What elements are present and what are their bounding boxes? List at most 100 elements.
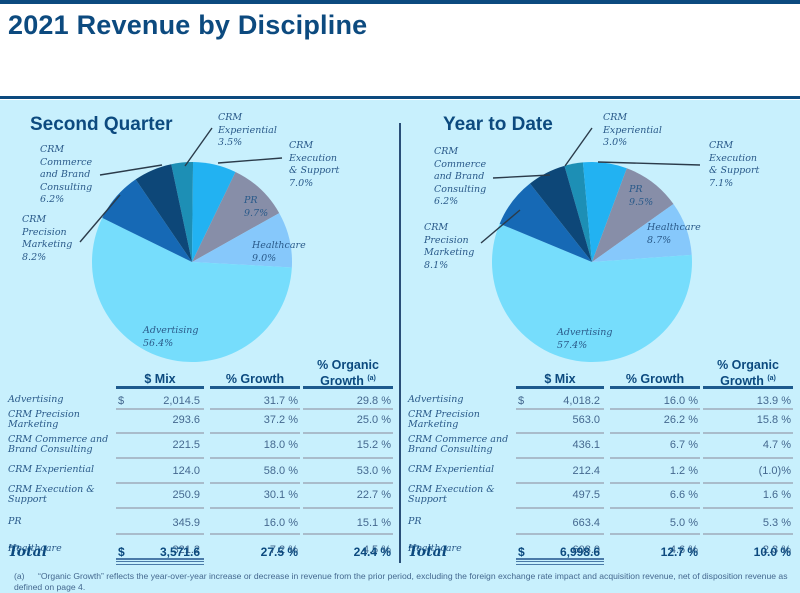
header-mix: $ Mix (144, 372, 176, 386)
row-rule (703, 482, 793, 484)
total-label: Total (408, 544, 448, 560)
table-second-quarter: $ Mix % Growth % Organic Growth (a) Advertis… (0, 355, 400, 565)
total-mix: 6,998.6 (559, 545, 600, 559)
row-rule (210, 482, 300, 484)
pie-label-percent: 3.5% (218, 137, 243, 148)
total-growth: 12.7 % (660, 545, 698, 559)
pie-label-percent: 57.4% (557, 339, 588, 351)
total-mix: 3,571.6 (159, 545, 200, 559)
leader-line-crm-experiential (184, 127, 213, 167)
pie-label-crm-commerce-brand-consulting: CRM Commerce and Brand Consulting 6.2% (40, 144, 92, 207)
footnote-ref: (a) (367, 375, 376, 382)
pie-slice-crm-precision-marketing (499, 183, 592, 262)
cell-mix: 321.2 (172, 544, 200, 556)
cell-mix: 293.6 (172, 414, 200, 426)
pie-label-percent: 56.4% (143, 337, 174, 349)
cell-mix: 663.4 (572, 517, 600, 529)
cell-mix: 563.0 (572, 414, 600, 426)
leader-line-crm-execution-support (597, 161, 701, 166)
page-title: 2021 Revenue by Discipline (8, 10, 368, 40)
row-rule (116, 482, 204, 484)
pie-label-name: CRM Experiential (603, 112, 662, 136)
cell-growth: 30.1 % (263, 489, 298, 501)
footnote-text: “Organic Growth” reflects the year-over-… (14, 571, 788, 592)
header-rule (116, 386, 204, 389)
row-rule (516, 507, 604, 509)
row-rule (116, 507, 204, 509)
pie-slice-crm-experiential (564, 162, 592, 262)
section-divider (399, 123, 401, 563)
pie-label-crm-precision-marketing: CRM Precision Marketing 8.1% (424, 222, 474, 272)
pie-label-name: CRM Execution & Support (709, 140, 760, 176)
pie-label-name: CRM Experiential (218, 112, 277, 136)
cell-mix: 250.9 (172, 489, 200, 501)
header-rule (303, 386, 393, 389)
pie-label-pr: PR 9.5% (629, 184, 653, 209)
total-rule-double-2 (116, 564, 204, 565)
pie-label-healthcare: Healthcare 9.0% (252, 240, 306, 265)
pie-label-crm-execution-support: CRM Execution & Support 7.0% (289, 140, 339, 190)
row-rule (210, 457, 300, 459)
row-rule (610, 457, 700, 459)
row-label: CRM Execution & Support (408, 484, 495, 505)
row-rule (703, 507, 793, 509)
pie-label-percent: 3.0% (603, 137, 628, 148)
cell-mix: 124.0 (172, 465, 200, 477)
cell-organic: 29.8 % (356, 395, 391, 407)
pie-label-crm-experiential: CRM Experiential 3.5% (218, 112, 277, 150)
pie-second-quarter (91, 162, 292, 362)
pie-slice-healthcare (192, 213, 292, 268)
total-growth: 27.5 % (260, 545, 298, 559)
pie-label-advertising: Advertising 57.4% (557, 327, 612, 352)
pie-label-percent: 8.2% (22, 251, 47, 263)
pie-label-crm-precision-marketing: CRM Precision Marketing 8.2% (22, 214, 72, 264)
row-label: Healthcare (408, 543, 462, 554)
cell-mix: 608.0 (572, 544, 600, 556)
header-organic-line2: Growth (720, 374, 764, 389)
cell-organic: 15.2 % (356, 439, 391, 451)
cell-growth: 37.2 % (263, 414, 298, 426)
total-rule-top (516, 558, 604, 560)
total-currency: $ (118, 545, 125, 559)
row-rule (116, 432, 204, 434)
row-rule (303, 482, 393, 484)
row-rule (210, 432, 300, 434)
cell-mix: 436.1 (572, 439, 600, 451)
row-rule (210, 408, 300, 410)
leader-line-crm-precision-marketing (79, 194, 121, 243)
row-rule (116, 533, 204, 535)
pie-year-to-date (491, 161, 692, 363)
row-label: CRM Execution & Support (8, 484, 95, 505)
row-label: CRM Precision Marketing (8, 409, 80, 430)
pie-label-crm-execution-support: CRM Execution & Support 7.1% (709, 140, 759, 190)
cell-organic: 15.1 % (356, 517, 391, 529)
cell-growth: 16.0 % (663, 395, 698, 407)
pie-slice-advertising (91, 217, 292, 362)
pie-label-name: Advertising (557, 327, 613, 338)
leader-line-crm-commerce-brand-consulting (99, 164, 163, 176)
footnote: (a) “Organic Growth” reflects the year-ov… (14, 571, 794, 593)
cell-growth: 7.2 % (269, 544, 298, 556)
cell-organic: 2.3 % (762, 544, 791, 556)
cell-growth: 1.2 % (669, 465, 698, 477)
cell-mix: 2,014.5 (163, 395, 200, 407)
footnote-marker: (a) (14, 571, 25, 581)
header-organic-line2: Growth (320, 374, 364, 389)
section-title-second-quarter: Second Quarter (30, 114, 173, 135)
pie-slice-crm-execution-support (192, 162, 236, 262)
row-label: PR (408, 516, 422, 527)
row-rule (610, 408, 700, 410)
section-title-year-to-date: Year to Date (443, 114, 553, 135)
row-rule (116, 408, 204, 410)
row-label: Advertising (408, 394, 464, 405)
pie-label-percent: 6.2% (434, 196, 459, 207)
total-currency: $ (518, 545, 525, 559)
panel-top-rule (0, 96, 800, 99)
pie-label-name: Advertising (143, 325, 199, 336)
header-organic-growth: % Organic Growth (a) (703, 358, 793, 388)
cell-growth: 18.0 % (263, 439, 298, 451)
total-rule-double-1 (516, 561, 604, 562)
row-label: CRM Experiential (408, 464, 495, 475)
pie-slice-crm-experiential (171, 162, 194, 262)
